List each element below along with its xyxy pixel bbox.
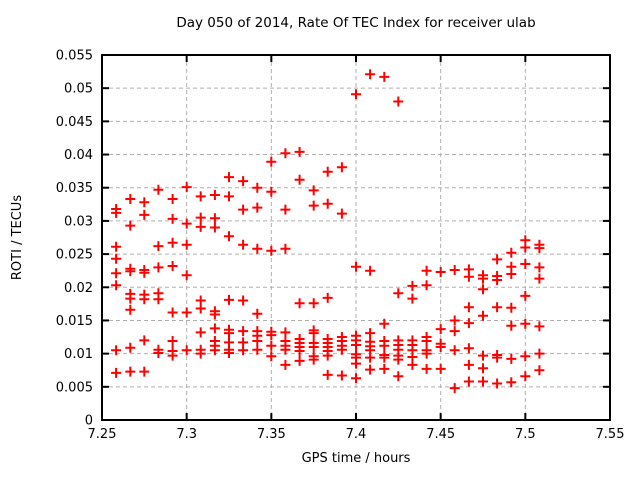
svg-text:0.025: 0.025 xyxy=(56,248,93,263)
data-point-markers xyxy=(111,69,545,394)
svg-text:0.05: 0.05 xyxy=(64,82,93,97)
y-axis-label: ROTI / TECUs xyxy=(10,195,25,280)
svg-text:0.045: 0.045 xyxy=(56,115,93,130)
x-axis-tick-labels: 7.25 7.3 7.35 7.4 7.45 7.5 7.55 xyxy=(88,427,625,442)
svg-text:7.55: 7.55 xyxy=(596,427,625,442)
y-axis-tick-labels: 0 0.005 0.01 0.015 0.02 0.025 0.03 0.035 0.04 0.0… xyxy=(56,49,93,429)
svg-text:0.015: 0.015 xyxy=(56,314,93,329)
svg-text:7.5: 7.5 xyxy=(515,427,536,442)
svg-text:7.3: 7.3 xyxy=(176,427,197,442)
chart-title: Day 050 of 2014, Rate Of TEC Index for r… xyxy=(176,15,535,31)
plot-border xyxy=(101,54,611,421)
svg-text:0.035: 0.035 xyxy=(56,181,93,196)
svg-text:7.25: 7.25 xyxy=(88,427,117,442)
svg-text:0.02: 0.02 xyxy=(64,281,93,296)
svg-text:0.055: 0.055 xyxy=(56,49,93,64)
svg-text:0: 0 xyxy=(85,414,93,429)
svg-text:0.04: 0.04 xyxy=(64,148,93,163)
svg-text:0.01: 0.01 xyxy=(64,347,93,362)
svg-text:7.4: 7.4 xyxy=(346,427,367,442)
svg-text:0.03: 0.03 xyxy=(64,214,93,229)
svg-text:0.005: 0.005 xyxy=(56,380,93,395)
svg-text:7.45: 7.45 xyxy=(426,427,455,442)
x-axis-label: GPS time / hours xyxy=(302,451,411,466)
svg-text:7.35: 7.35 xyxy=(257,427,286,442)
